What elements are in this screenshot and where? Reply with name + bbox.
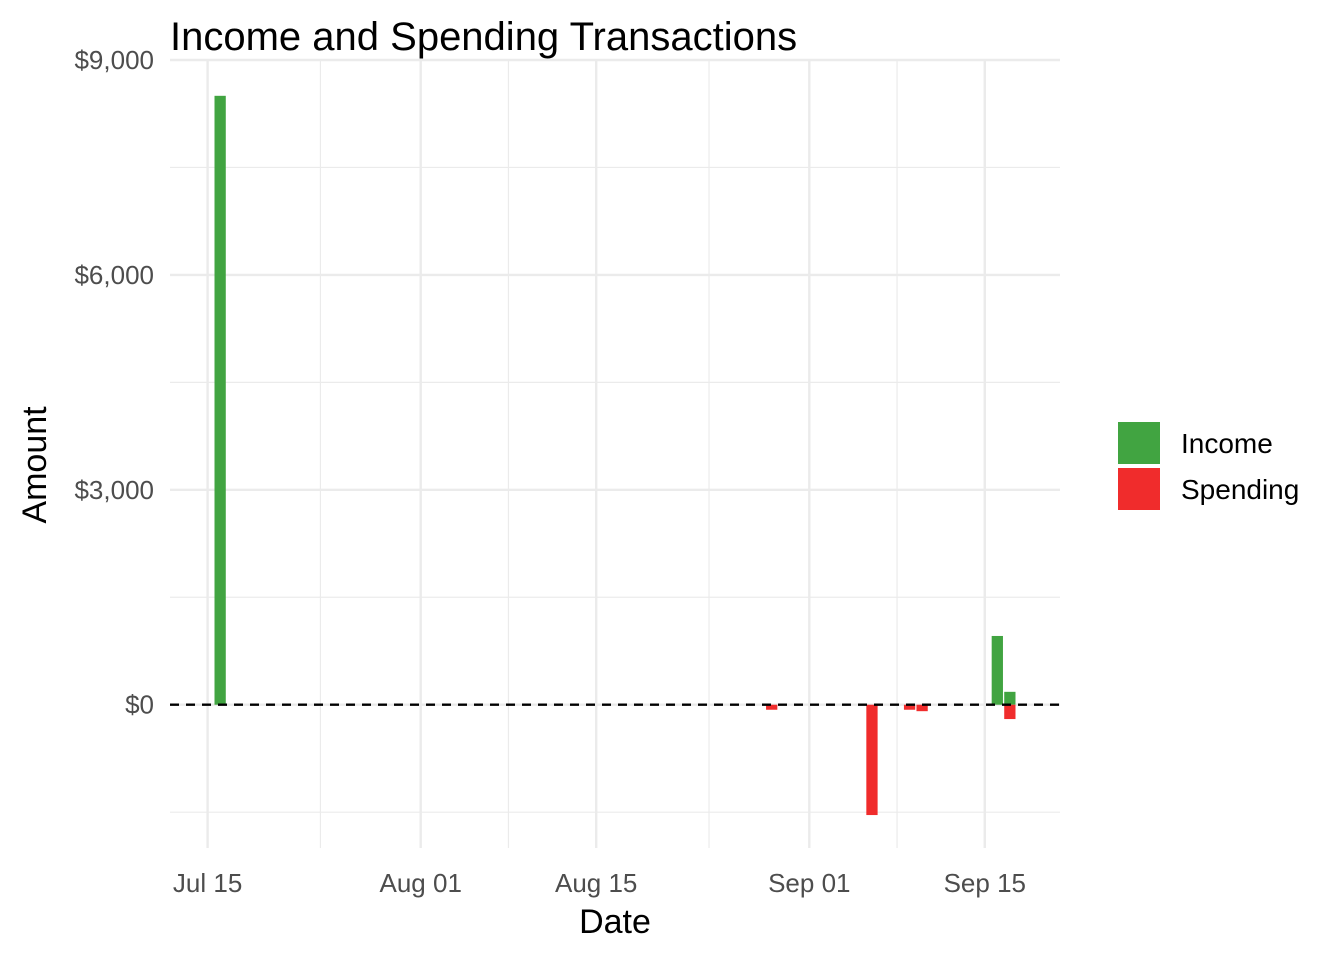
spending-bar [903,704,916,710]
grid [170,58,1060,848]
x-tick-label: Aug 01 [380,868,462,898]
y-tick-label: $0 [125,690,154,720]
income-bar [214,95,226,705]
y-axis-ticks: $0 $3,000 $6,000 $9,000 [74,45,154,720]
x-axis-ticks: Jul 15 Aug 01 Aug 15 Sep 01 Sep 15 [173,868,1026,898]
x-tick-label: Aug 15 [555,868,637,898]
x-tick-label: Sep 01 [768,868,850,898]
legend-swatch-income [1118,422,1160,464]
x-axis-title: Date [579,903,651,941]
y-tick-label: $3,000 [74,475,154,505]
legend-label-spending: Spending [1181,474,1299,505]
spending-bar [916,704,928,712]
income-bar [991,635,1003,705]
x-tick-label: Jul 15 [173,868,242,898]
spending-bar [866,704,878,816]
spending-bar [766,704,778,710]
legend: Income Spending [1118,422,1299,510]
x-tick-label: Sep 15 [944,868,1026,898]
legend-swatch-spending [1118,468,1160,510]
y-tick-label: $6,000 [74,260,154,290]
legend-label-income: Income [1181,428,1273,459]
y-tick-label: $9,000 [74,45,154,75]
y-axis-title: Amount [16,406,54,524]
chart-title: Income and Spending Transactions [170,15,797,59]
income-bar [1004,691,1016,705]
spending-bar [1004,704,1016,720]
bars [214,95,1016,816]
